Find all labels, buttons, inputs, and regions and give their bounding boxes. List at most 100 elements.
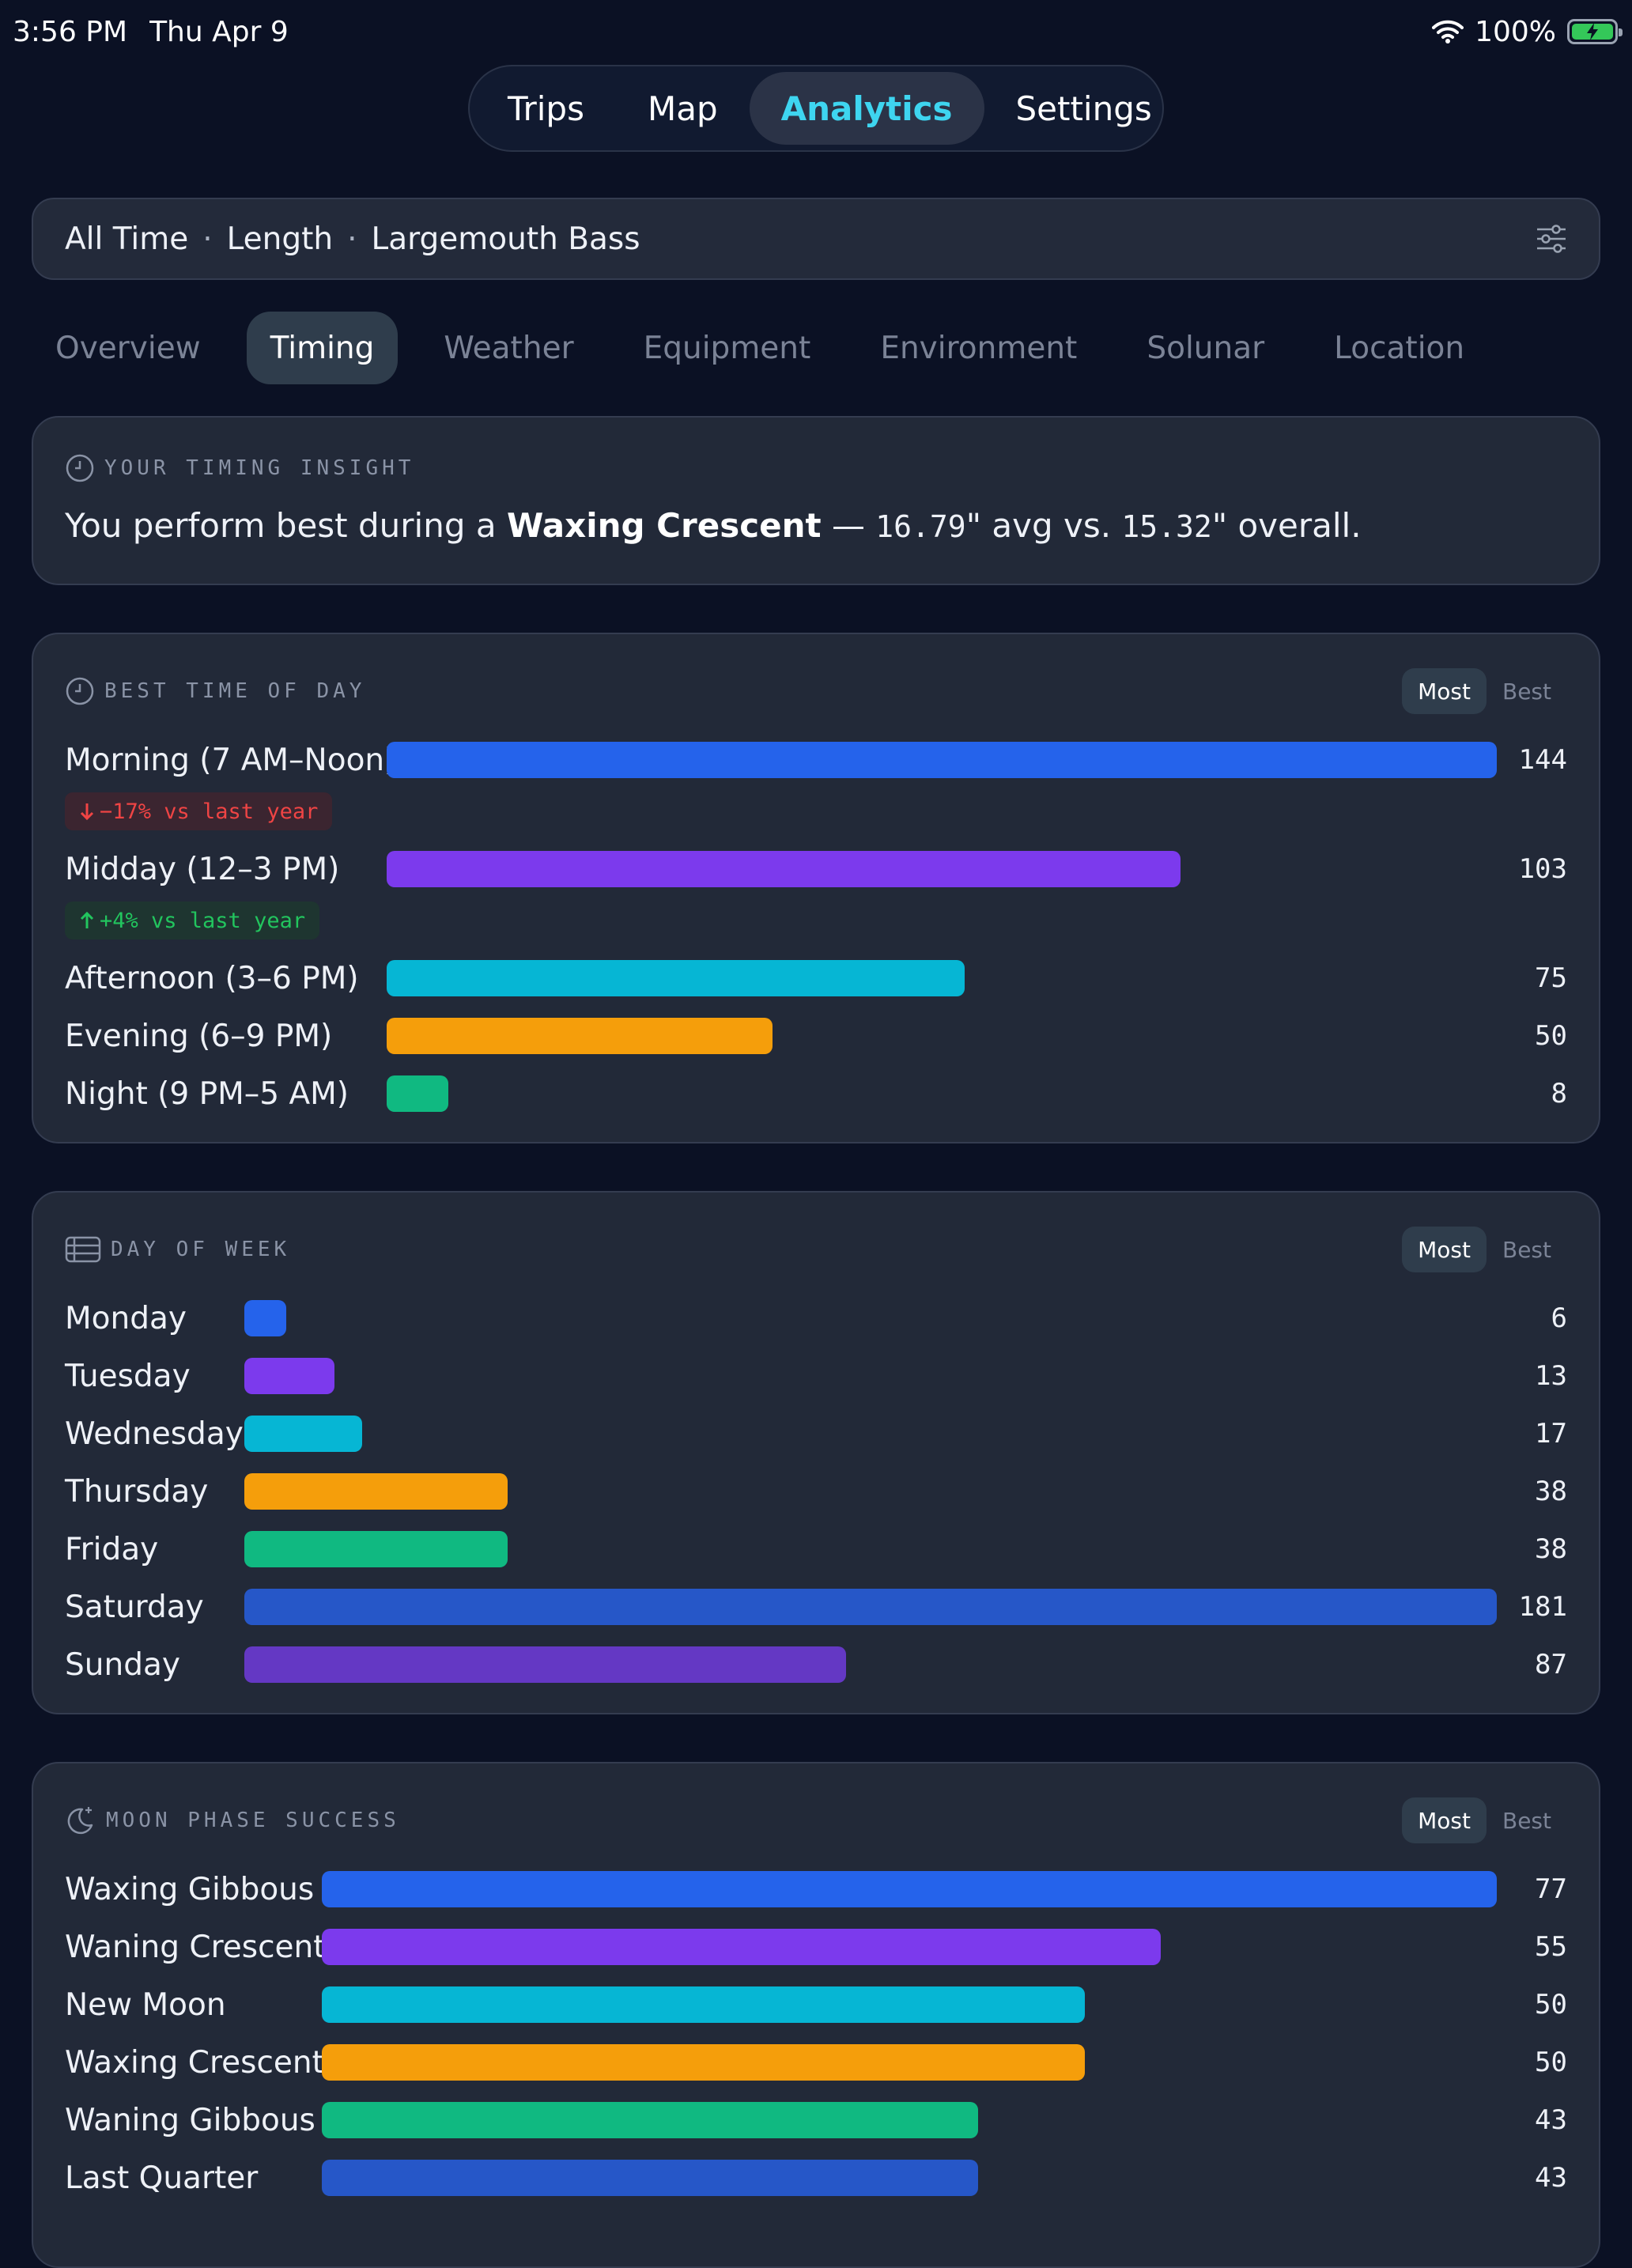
bar-track	[244, 1358, 1497, 1394]
bar-track	[322, 1986, 1497, 2023]
bar-value: 87	[1535, 1649, 1567, 1680]
bar-value: 50	[1535, 1989, 1567, 2020]
bar-row: Friday 38	[65, 1531, 1567, 1567]
card-title: DAY OF WEEK	[65, 1235, 290, 1264]
status-time: 3:56 PM	[13, 15, 128, 48]
bar-label: Night (9 PM–5 AM)	[65, 1075, 349, 1112]
filter-time-range: All Time	[65, 221, 189, 257]
status-right: 100%	[1432, 16, 1623, 48]
insight-overall: 15.32	[1121, 509, 1212, 544]
card-title: MOON PHASE SUCCESS	[65, 1805, 400, 1836]
bar-track	[387, 960, 1497, 996]
bar	[322, 2044, 1085, 2081]
bar-value: 43	[1535, 2104, 1567, 2136]
card-header: DAY OF WEEK Most Best	[65, 1226, 1567, 1273]
bar-label: Afternoon (3–6 PM)	[65, 960, 359, 996]
bar-value: 103	[1518, 853, 1567, 885]
tab-environment[interactable]: Environment	[880, 330, 1078, 366]
trend-badge: +4% vs last year	[65, 902, 320, 939]
battery-icon	[1567, 19, 1623, 44]
bar-value: 55	[1535, 1931, 1567, 1963]
tab-equipment[interactable]: Equipment	[643, 330, 811, 366]
bar-track	[244, 1531, 1497, 1567]
card-header: BEST TIME OF DAY Most Best	[65, 667, 1567, 715]
bar	[244, 1473, 508, 1510]
trend-badge-text: −17% vs last year	[100, 799, 319, 824]
bar	[244, 1589, 1497, 1625]
best-time-of-day-card: BEST TIME OF DAY Most Best Morning (7 AM…	[32, 633, 1600, 1143]
bar-row: Sunday 87	[65, 1646, 1567, 1683]
toggle-best[interactable]: Best	[1502, 1807, 1551, 1834]
bar-label: Last Quarter	[65, 2160, 259, 2196]
bar-track	[244, 1473, 1497, 1510]
bar-label: Monday	[65, 1300, 187, 1336]
day-of-week-card: DAY OF WEEK Most Best Monday 6 Tuesday 13 We…	[32, 1191, 1600, 1714]
tab-solunar[interactable]: Solunar	[1147, 330, 1265, 366]
filter-separator: ·	[347, 221, 357, 257]
nav-tab-trips[interactable]: Trips	[508, 89, 584, 128]
bar	[322, 2102, 978, 2138]
bar	[244, 1358, 334, 1394]
bar-track	[322, 2102, 1497, 2138]
tab-timing[interactable]: Timing	[246, 312, 399, 384]
bar-label: Tuesday	[65, 1358, 191, 1394]
card-title: YOUR TIMING INSIGHT	[65, 453, 414, 483]
nav-tab-map[interactable]: Map	[647, 89, 718, 128]
tab-location[interactable]: Location	[1334, 330, 1465, 366]
wifi-icon	[1432, 19, 1464, 44]
bar-label: Sunday	[65, 1646, 180, 1683]
bar-label: Waning Crescent	[65, 1929, 326, 1965]
filter-species: Largemouth Bass	[371, 221, 640, 257]
status-left: 3:56 PM Thu Apr 9	[13, 16, 289, 48]
toggle-most[interactable]: Most	[1402, 1227, 1487, 1272]
tab-weather[interactable]: Weather	[444, 330, 574, 366]
bar	[322, 1929, 1161, 1965]
bar	[322, 1986, 1085, 2023]
bar-row: Morning (7 AM–Noon) 144	[65, 742, 1567, 778]
arrow-up-icon	[79, 911, 95, 930]
bar-value: 77	[1535, 1873, 1567, 1905]
bar	[244, 1300, 286, 1336]
bar-label: Midday (12–3 PM)	[65, 851, 340, 887]
toggle-most[interactable]: Most	[1402, 1797, 1487, 1843]
filter-separator: ·	[202, 221, 213, 257]
bar-label: Thursday	[65, 1473, 209, 1510]
trend-badge-text: +4% vs last year	[100, 908, 306, 933]
card-header: YOUR TIMING INSIGHT	[65, 444, 1567, 492]
bar-row: Waxing Gibbous 77	[65, 1871, 1567, 1907]
bar-row: Waning Gibbous 43	[65, 2102, 1567, 2138]
nav-tab-analytics[interactable]: Analytics	[749, 72, 984, 145]
bar	[322, 1871, 1497, 1907]
most-best-toggle: Most Best	[1402, 1227, 1567, 1272]
bar-track	[244, 1646, 1497, 1683]
bar	[244, 1531, 508, 1567]
nav-tab-settings[interactable]: Settings	[1015, 89, 1152, 128]
bar-row: Night (9 PM–5 AM) 8	[65, 1075, 1567, 1112]
filter-bar[interactable]: All Time · Length · Largemouth Bass	[32, 198, 1600, 280]
bar-value: 17	[1535, 1418, 1567, 1450]
tab-overview[interactable]: Overview	[55, 330, 201, 366]
bar-track	[244, 1589, 1497, 1625]
most-best-toggle: Most Best	[1402, 668, 1567, 714]
bar-value: 38	[1535, 1533, 1567, 1565]
filter-metric: Length	[226, 221, 334, 257]
toggle-best[interactable]: Best	[1502, 678, 1551, 705]
bar-row: Midday (12–3 PM) 103	[65, 851, 1567, 887]
toggle-most[interactable]: Most	[1402, 668, 1487, 714]
bar-value: 181	[1518, 1591, 1567, 1623]
bar-track	[387, 1018, 1497, 1054]
trend-badge: −17% vs last year	[65, 792, 333, 830]
bar-row: Saturday 181	[65, 1589, 1567, 1625]
bar-value: 43	[1535, 2162, 1567, 2194]
card-title: BEST TIME OF DAY	[65, 676, 365, 706]
bar-track	[322, 2160, 1497, 2196]
sliders-icon[interactable]	[1536, 225, 1567, 253]
bar-label: Waning Gibbous	[65, 2102, 315, 2138]
toggle-best[interactable]: Best	[1502, 1236, 1551, 1263]
status-bar: 3:56 PM Thu Apr 9 100%	[0, 0, 1632, 63]
insight-text: You perform best during a Waxing Crescen…	[65, 506, 1362, 545]
bar	[244, 1646, 846, 1683]
bar-label: Evening (6–9 PM)	[65, 1018, 333, 1054]
bar-track	[244, 1300, 1497, 1336]
bar	[387, 960, 965, 996]
